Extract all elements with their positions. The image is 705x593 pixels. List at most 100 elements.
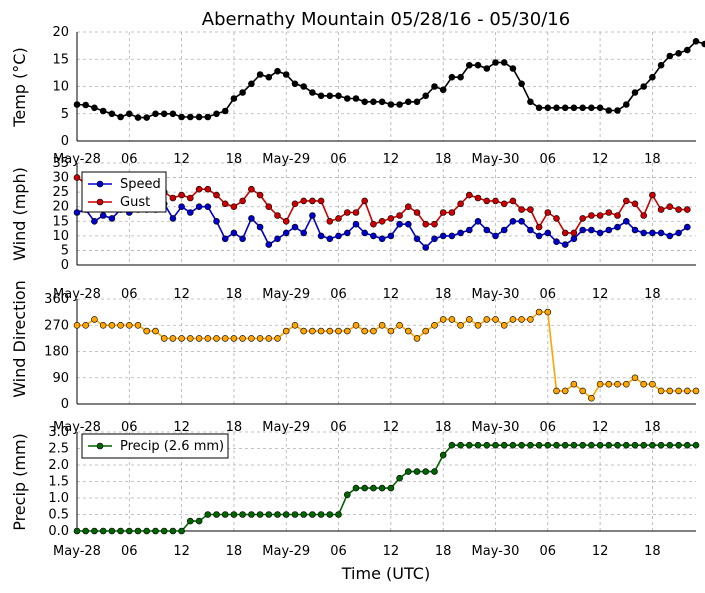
data-point <box>326 327 334 335</box>
data-point <box>404 327 412 335</box>
data-point <box>317 327 325 335</box>
data-point <box>544 229 552 237</box>
data-point <box>500 321 508 329</box>
y-tick-label: 0.0 <box>48 524 69 539</box>
y-tick-label: 5 <box>61 243 69 258</box>
data-point <box>422 220 430 228</box>
data-point <box>282 218 290 225</box>
data-point <box>509 441 517 449</box>
x-tick-label: 06 <box>121 420 138 435</box>
data-point <box>431 220 438 228</box>
data-point <box>579 387 587 395</box>
data-point <box>230 203 238 210</box>
x-tick-label: 06 <box>330 420 347 435</box>
data-point <box>544 441 552 449</box>
data-point <box>73 174 81 181</box>
data-point <box>396 101 403 108</box>
x-tick-label: 18 <box>644 420 661 435</box>
data-point <box>335 511 342 518</box>
data-point <box>422 327 430 335</box>
data-point <box>396 212 403 219</box>
data-point <box>422 92 430 100</box>
data-point <box>483 65 491 72</box>
data-point <box>300 197 308 205</box>
series-path <box>76 176 688 234</box>
data-point <box>213 191 220 199</box>
data-point <box>483 197 491 205</box>
legend-label: Gust <box>120 195 150 210</box>
data-point <box>91 218 98 225</box>
data-point <box>300 229 308 237</box>
legend-label: Speed <box>120 177 161 192</box>
data-point <box>657 387 665 395</box>
data-point <box>309 212 316 219</box>
data-point <box>221 235 229 243</box>
data-point <box>309 327 316 335</box>
data-point <box>178 113 185 121</box>
data-point <box>605 107 613 114</box>
data-point <box>553 238 560 245</box>
data-point <box>282 511 290 518</box>
data-point <box>544 209 552 216</box>
data-point <box>378 484 386 492</box>
data-point <box>282 229 290 237</box>
x-tick-label: 06 <box>540 287 557 302</box>
data-point <box>117 321 124 329</box>
data-point <box>204 113 212 121</box>
x-tick-label: 12 <box>383 420 400 435</box>
data-point <box>282 71 290 78</box>
data-point <box>657 229 665 237</box>
data-point <box>509 218 517 225</box>
data-point <box>361 229 369 237</box>
x-tick-label: 06 <box>540 544 557 559</box>
data-point <box>518 441 525 449</box>
data-point <box>99 212 107 219</box>
data-point <box>221 511 229 518</box>
data-point <box>126 110 133 118</box>
y-tick-label: 1.0 <box>48 491 69 506</box>
data-point <box>492 316 499 323</box>
data-point <box>570 380 578 388</box>
data-point <box>178 527 185 535</box>
x-tick-label: 18 <box>226 287 243 302</box>
data-point <box>570 104 578 112</box>
data-point <box>683 223 691 231</box>
y-tick-label: 2.5 <box>48 442 69 457</box>
y-tick-label: 10 <box>52 80 69 95</box>
data-point <box>99 107 107 115</box>
x-tick-label: 18 <box>435 420 452 435</box>
x-tick-label: 12 <box>383 544 400 559</box>
y-tick-label: 270 <box>44 318 69 333</box>
data-point <box>675 229 682 237</box>
data-point <box>99 321 107 329</box>
data-point <box>596 212 604 219</box>
data-point <box>274 511 281 518</box>
data-point <box>248 185 255 193</box>
data-point <box>213 110 220 118</box>
data-point <box>335 232 342 240</box>
y-tick-label: 15 <box>52 52 69 67</box>
data-point <box>500 441 508 449</box>
data-point <box>483 226 491 234</box>
legend: Precip (2.6 mm) <box>81 433 229 459</box>
data-point <box>544 104 552 112</box>
data-point <box>282 327 290 335</box>
data-point <box>326 235 334 243</box>
data-point <box>474 61 482 69</box>
x-tick-label: May-30 <box>472 544 520 559</box>
x-tick-label: 12 <box>592 544 609 559</box>
x-tick-label: May-28 <box>53 420 101 435</box>
data-point <box>343 491 351 499</box>
data-point <box>527 226 534 234</box>
legend-box <box>81 171 167 213</box>
data-point <box>309 197 316 205</box>
data-point <box>230 511 238 518</box>
data-point <box>465 61 473 69</box>
data-point <box>535 104 543 112</box>
data-point <box>160 335 168 342</box>
data-point <box>605 380 613 388</box>
data-point <box>335 92 342 100</box>
data-point <box>396 321 403 329</box>
data-point <box>518 206 525 213</box>
data-point <box>274 335 281 342</box>
